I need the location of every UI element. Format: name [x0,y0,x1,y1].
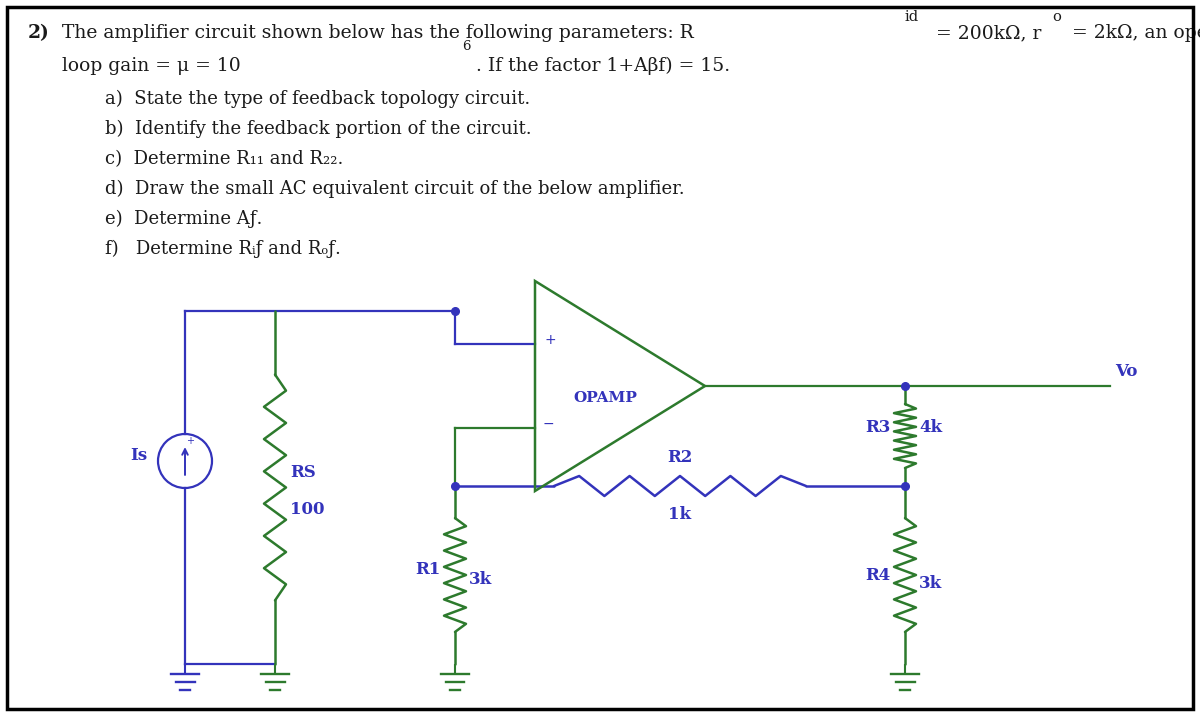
Text: a)  State the type of feedback topology circuit.: a) State the type of feedback topology c… [106,90,530,108]
Text: +: + [545,333,557,347]
Text: The amplifier circuit shown below has the following parameters: R: The amplifier circuit shown below has th… [62,24,694,42]
Text: R2: R2 [667,449,692,466]
Text: b)  Identify the feedback portion of the circuit.: b) Identify the feedback portion of the … [106,120,532,138]
Text: 100: 100 [290,501,324,518]
Text: 2): 2) [28,24,49,42]
Text: o: o [1052,10,1061,24]
Text: Is: Is [130,447,148,463]
Text: Vo: Vo [1115,363,1138,380]
Text: OPAMP: OPAMP [574,391,637,405]
Text: 3k: 3k [469,571,492,589]
Text: id: id [905,10,919,24]
Text: RS: RS [290,464,316,481]
Text: e)  Determine Aƒ.: e) Determine Aƒ. [106,210,263,228]
Text: +: + [186,436,194,446]
Text: loop gain = μ = 10: loop gain = μ = 10 [62,57,241,75]
Text: 3k: 3k [919,574,942,591]
Text: 6: 6 [462,40,470,53]
Text: R3: R3 [865,420,890,437]
Text: R4: R4 [865,566,890,584]
Text: d)  Draw the small AC equivalent circuit of the below amplifier.: d) Draw the small AC equivalent circuit … [106,180,685,198]
Text: = 2kΩ, an open: = 2kΩ, an open [1066,24,1200,42]
Text: R1: R1 [415,561,442,579]
Text: −: − [542,417,554,431]
Text: c)  Determine R₁₁ and R₂₂.: c) Determine R₁₁ and R₂₂. [106,150,343,168]
Text: f)   Determine Rᵢƒ and Rₒƒ.: f) Determine Rᵢƒ and Rₒƒ. [106,240,341,258]
Text: . If the factor 1+Aβf) = 15.: . If the factor 1+Aβf) = 15. [476,57,730,75]
Text: = 200kΩ, r: = 200kΩ, r [930,24,1042,42]
Text: 4k: 4k [919,420,942,437]
Text: 1k: 1k [668,506,691,523]
